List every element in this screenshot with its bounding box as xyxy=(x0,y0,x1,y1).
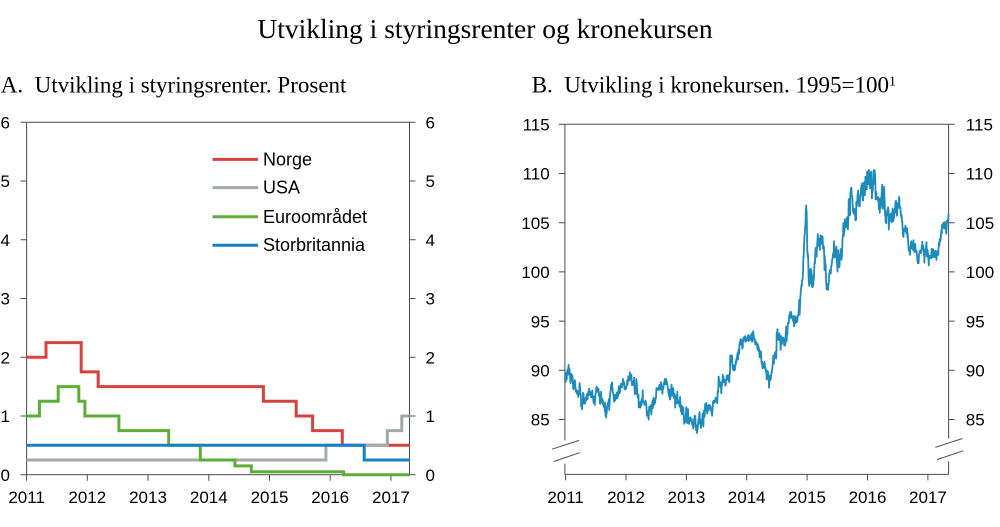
svg-text:1: 1 xyxy=(426,407,435,426)
svg-text:105: 105 xyxy=(966,214,994,233)
svg-text:B. Utvikling i kronekursen. 1: B. Utvikling i kronekursen. 1995=1001 xyxy=(532,73,896,98)
svg-text:USA: USA xyxy=(263,178,300,198)
svg-text:2: 2 xyxy=(426,348,435,367)
svg-text:115: 115 xyxy=(966,116,993,135)
svg-text:2012: 2012 xyxy=(607,488,645,507)
svg-text:110: 110 xyxy=(966,165,993,184)
svg-text:Storbritannia: Storbritannia xyxy=(263,235,366,255)
svg-text:2016: 2016 xyxy=(311,488,349,507)
svg-text:100: 100 xyxy=(521,263,549,282)
svg-text:5: 5 xyxy=(426,172,435,191)
svg-text:A. Utvikling i styringsrenter: A. Utvikling i styringsrenter. Prosent xyxy=(1,73,347,98)
svg-text:2016: 2016 xyxy=(849,488,887,507)
svg-text:0: 0 xyxy=(1,466,10,485)
svg-text:100: 100 xyxy=(966,263,994,282)
svg-text:2012: 2012 xyxy=(68,488,106,507)
svg-text:95: 95 xyxy=(531,312,550,331)
svg-text:0: 0 xyxy=(426,466,435,485)
svg-text:3: 3 xyxy=(426,290,435,309)
svg-text:95: 95 xyxy=(966,312,985,331)
svg-text:Euroområdet: Euroområdet xyxy=(263,207,367,227)
svg-text:2: 2 xyxy=(1,348,10,367)
svg-text:90: 90 xyxy=(531,362,550,381)
svg-text:2017: 2017 xyxy=(909,488,947,507)
svg-text:2014: 2014 xyxy=(190,488,228,507)
svg-text:2015: 2015 xyxy=(788,488,826,507)
svg-text:Utvikling i styringsrenter og: Utvikling i styringsrenter og kronekurse… xyxy=(257,13,712,44)
svg-text:4: 4 xyxy=(1,231,10,250)
svg-text:6: 6 xyxy=(426,114,435,133)
svg-text:2013: 2013 xyxy=(667,488,705,507)
svg-text:105: 105 xyxy=(521,214,549,233)
svg-text:3: 3 xyxy=(1,290,10,309)
svg-text:2013: 2013 xyxy=(129,488,167,507)
svg-text:110: 110 xyxy=(523,165,550,184)
svg-text:4: 4 xyxy=(426,231,435,250)
svg-text:115: 115 xyxy=(523,116,550,135)
svg-text:2014: 2014 xyxy=(728,488,766,507)
svg-text:1: 1 xyxy=(1,407,10,426)
svg-text:2015: 2015 xyxy=(251,488,289,507)
svg-text:Norge: Norge xyxy=(263,149,312,169)
svg-text:2017: 2017 xyxy=(372,488,410,507)
svg-text:90: 90 xyxy=(966,362,985,381)
svg-text:5: 5 xyxy=(1,172,10,191)
svg-text:2011: 2011 xyxy=(547,488,584,507)
svg-text:85: 85 xyxy=(966,411,985,430)
svg-text:2011: 2011 xyxy=(8,488,45,507)
svg-text:6: 6 xyxy=(1,114,10,133)
svg-text:85: 85 xyxy=(531,411,550,430)
